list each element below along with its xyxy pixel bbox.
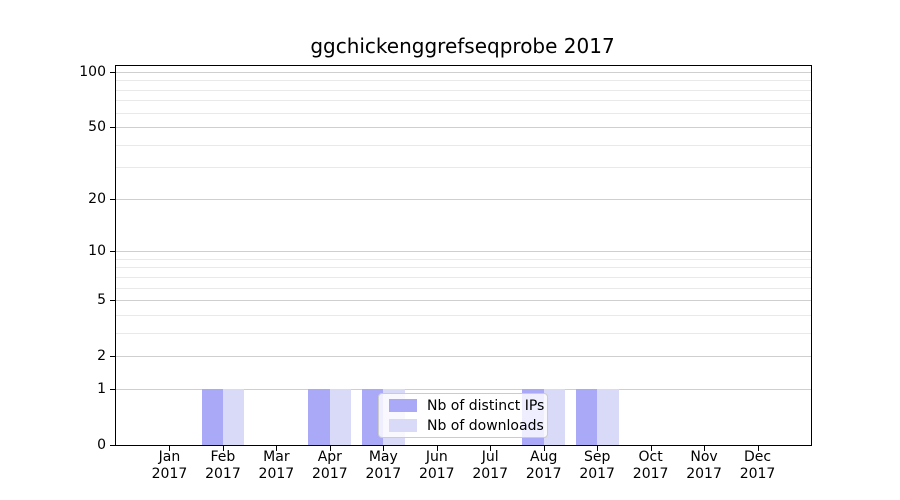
y-major-gridline bbox=[116, 300, 811, 302]
y-axis-tick bbox=[110, 71, 115, 73]
y-axis-tick-label: 0 bbox=[97, 437, 106, 453]
x-axis-tick bbox=[222, 446, 224, 451]
bar-distinct-ips bbox=[201, 388, 223, 445]
chart-title: ggchickenggrefseqprobe 2017 bbox=[310, 34, 615, 58]
y-minor-gridline bbox=[116, 167, 811, 169]
y-minor-gridline bbox=[116, 314, 811, 316]
downloads-swatch-icon bbox=[389, 419, 417, 432]
y-axis-tick bbox=[110, 127, 115, 129]
y-major-gridline bbox=[116, 251, 811, 253]
y-axis-tick bbox=[110, 445, 115, 446]
x-axis-tick-label: Jan 2017 bbox=[151, 449, 188, 482]
y-axis-tick-label: 20 bbox=[88, 190, 106, 207]
y-axis-tick-label: 2 bbox=[97, 348, 106, 365]
x-axis-tick bbox=[383, 446, 385, 451]
distinct-ips-swatch-icon bbox=[389, 399, 417, 412]
x-axis-tick bbox=[169, 446, 171, 451]
x-axis-tick bbox=[329, 446, 331, 451]
y-axis-tick-label: 5 bbox=[97, 292, 106, 309]
y-major-gridline bbox=[116, 198, 811, 200]
x-axis-tick-label: Aug 2017 bbox=[525, 449, 562, 482]
y-minor-gridline bbox=[116, 80, 811, 82]
y-major-gridline bbox=[116, 388, 811, 390]
y-major-gridline bbox=[116, 71, 811, 73]
y-axis-tick bbox=[110, 388, 115, 390]
x-axis-tick-label: Jul 2017 bbox=[472, 449, 509, 482]
y-minor-gridline bbox=[116, 287, 811, 289]
x-axis-tick bbox=[757, 446, 759, 451]
x-axis-tick bbox=[436, 446, 438, 451]
bar-distinct-ips bbox=[575, 388, 598, 445]
bar-downloads bbox=[597, 388, 619, 445]
x-axis-tick bbox=[704, 446, 706, 451]
x-axis-tick-label: May 2017 bbox=[365, 449, 402, 482]
legend: Nb of distinct IPs Nb of downloads bbox=[378, 393, 548, 438]
y-major-gridline bbox=[116, 127, 811, 129]
y-axis-tick-label: 1 bbox=[97, 380, 106, 397]
y-axis-tick bbox=[110, 300, 115, 302]
bar-downloads bbox=[543, 388, 566, 445]
y-minor-gridline bbox=[116, 144, 811, 146]
bar-distinct-ips bbox=[361, 388, 384, 445]
y-minor-gridline bbox=[116, 100, 811, 102]
bar-distinct-ips bbox=[308, 388, 330, 445]
x-axis-tick-label: Feb 2017 bbox=[205, 449, 241, 482]
x-axis-tick-label: Mar 2017 bbox=[258, 449, 295, 482]
x-axis-tick bbox=[597, 446, 599, 451]
x-axis-tick bbox=[543, 446, 545, 451]
y-minor-gridline bbox=[116, 276, 811, 278]
y-axis-tick-label: 10 bbox=[88, 243, 106, 260]
y-major-gridline bbox=[116, 356, 811, 358]
x-axis-tick bbox=[276, 446, 278, 451]
x-axis-tick-label: Dec 2017 bbox=[739, 449, 776, 482]
y-minor-gridline bbox=[116, 89, 811, 91]
x-axis-tick-label: Sep 2017 bbox=[579, 449, 615, 482]
y-axis-tick-label: 100 bbox=[79, 63, 106, 80]
y-minor-gridline bbox=[116, 258, 811, 260]
x-axis-tick-label: Jun 2017 bbox=[418, 449, 455, 482]
bar-downloads bbox=[222, 388, 245, 445]
legend-row-downloads: Nb of downloads bbox=[385, 417, 544, 434]
y-minor-gridline bbox=[116, 267, 811, 269]
y-axis-tick bbox=[110, 251, 115, 253]
y-axis-tick-label: 50 bbox=[88, 119, 106, 136]
legend-row-distinct-ips: Nb of distinct IPs bbox=[385, 397, 545, 414]
legend-label-downloads: Nb of downloads bbox=[427, 417, 544, 434]
y-axis-tick bbox=[110, 198, 115, 200]
x-axis-tick-label: Nov 2017 bbox=[686, 449, 722, 482]
plot-area: 0 1 2 5 10 20 50 100 Jan 2017 Feb 2017 Mar 2017 Apr… bbox=[79, 64, 812, 482]
y-minor-gridline bbox=[116, 332, 811, 334]
x-axis-tick-label: Oct 2017 bbox=[632, 449, 669, 482]
y-axis-tick bbox=[110, 356, 115, 358]
x-axis-tick bbox=[490, 446, 492, 451]
legend-label-distinct-ips: Nb of distinct IPs bbox=[427, 397, 545, 414]
bar-downloads bbox=[329, 388, 352, 445]
x-axis-tick bbox=[650, 446, 652, 451]
x-axis-tick-label: Apr 2017 bbox=[312, 449, 348, 482]
y-minor-gridline bbox=[116, 112, 811, 114]
